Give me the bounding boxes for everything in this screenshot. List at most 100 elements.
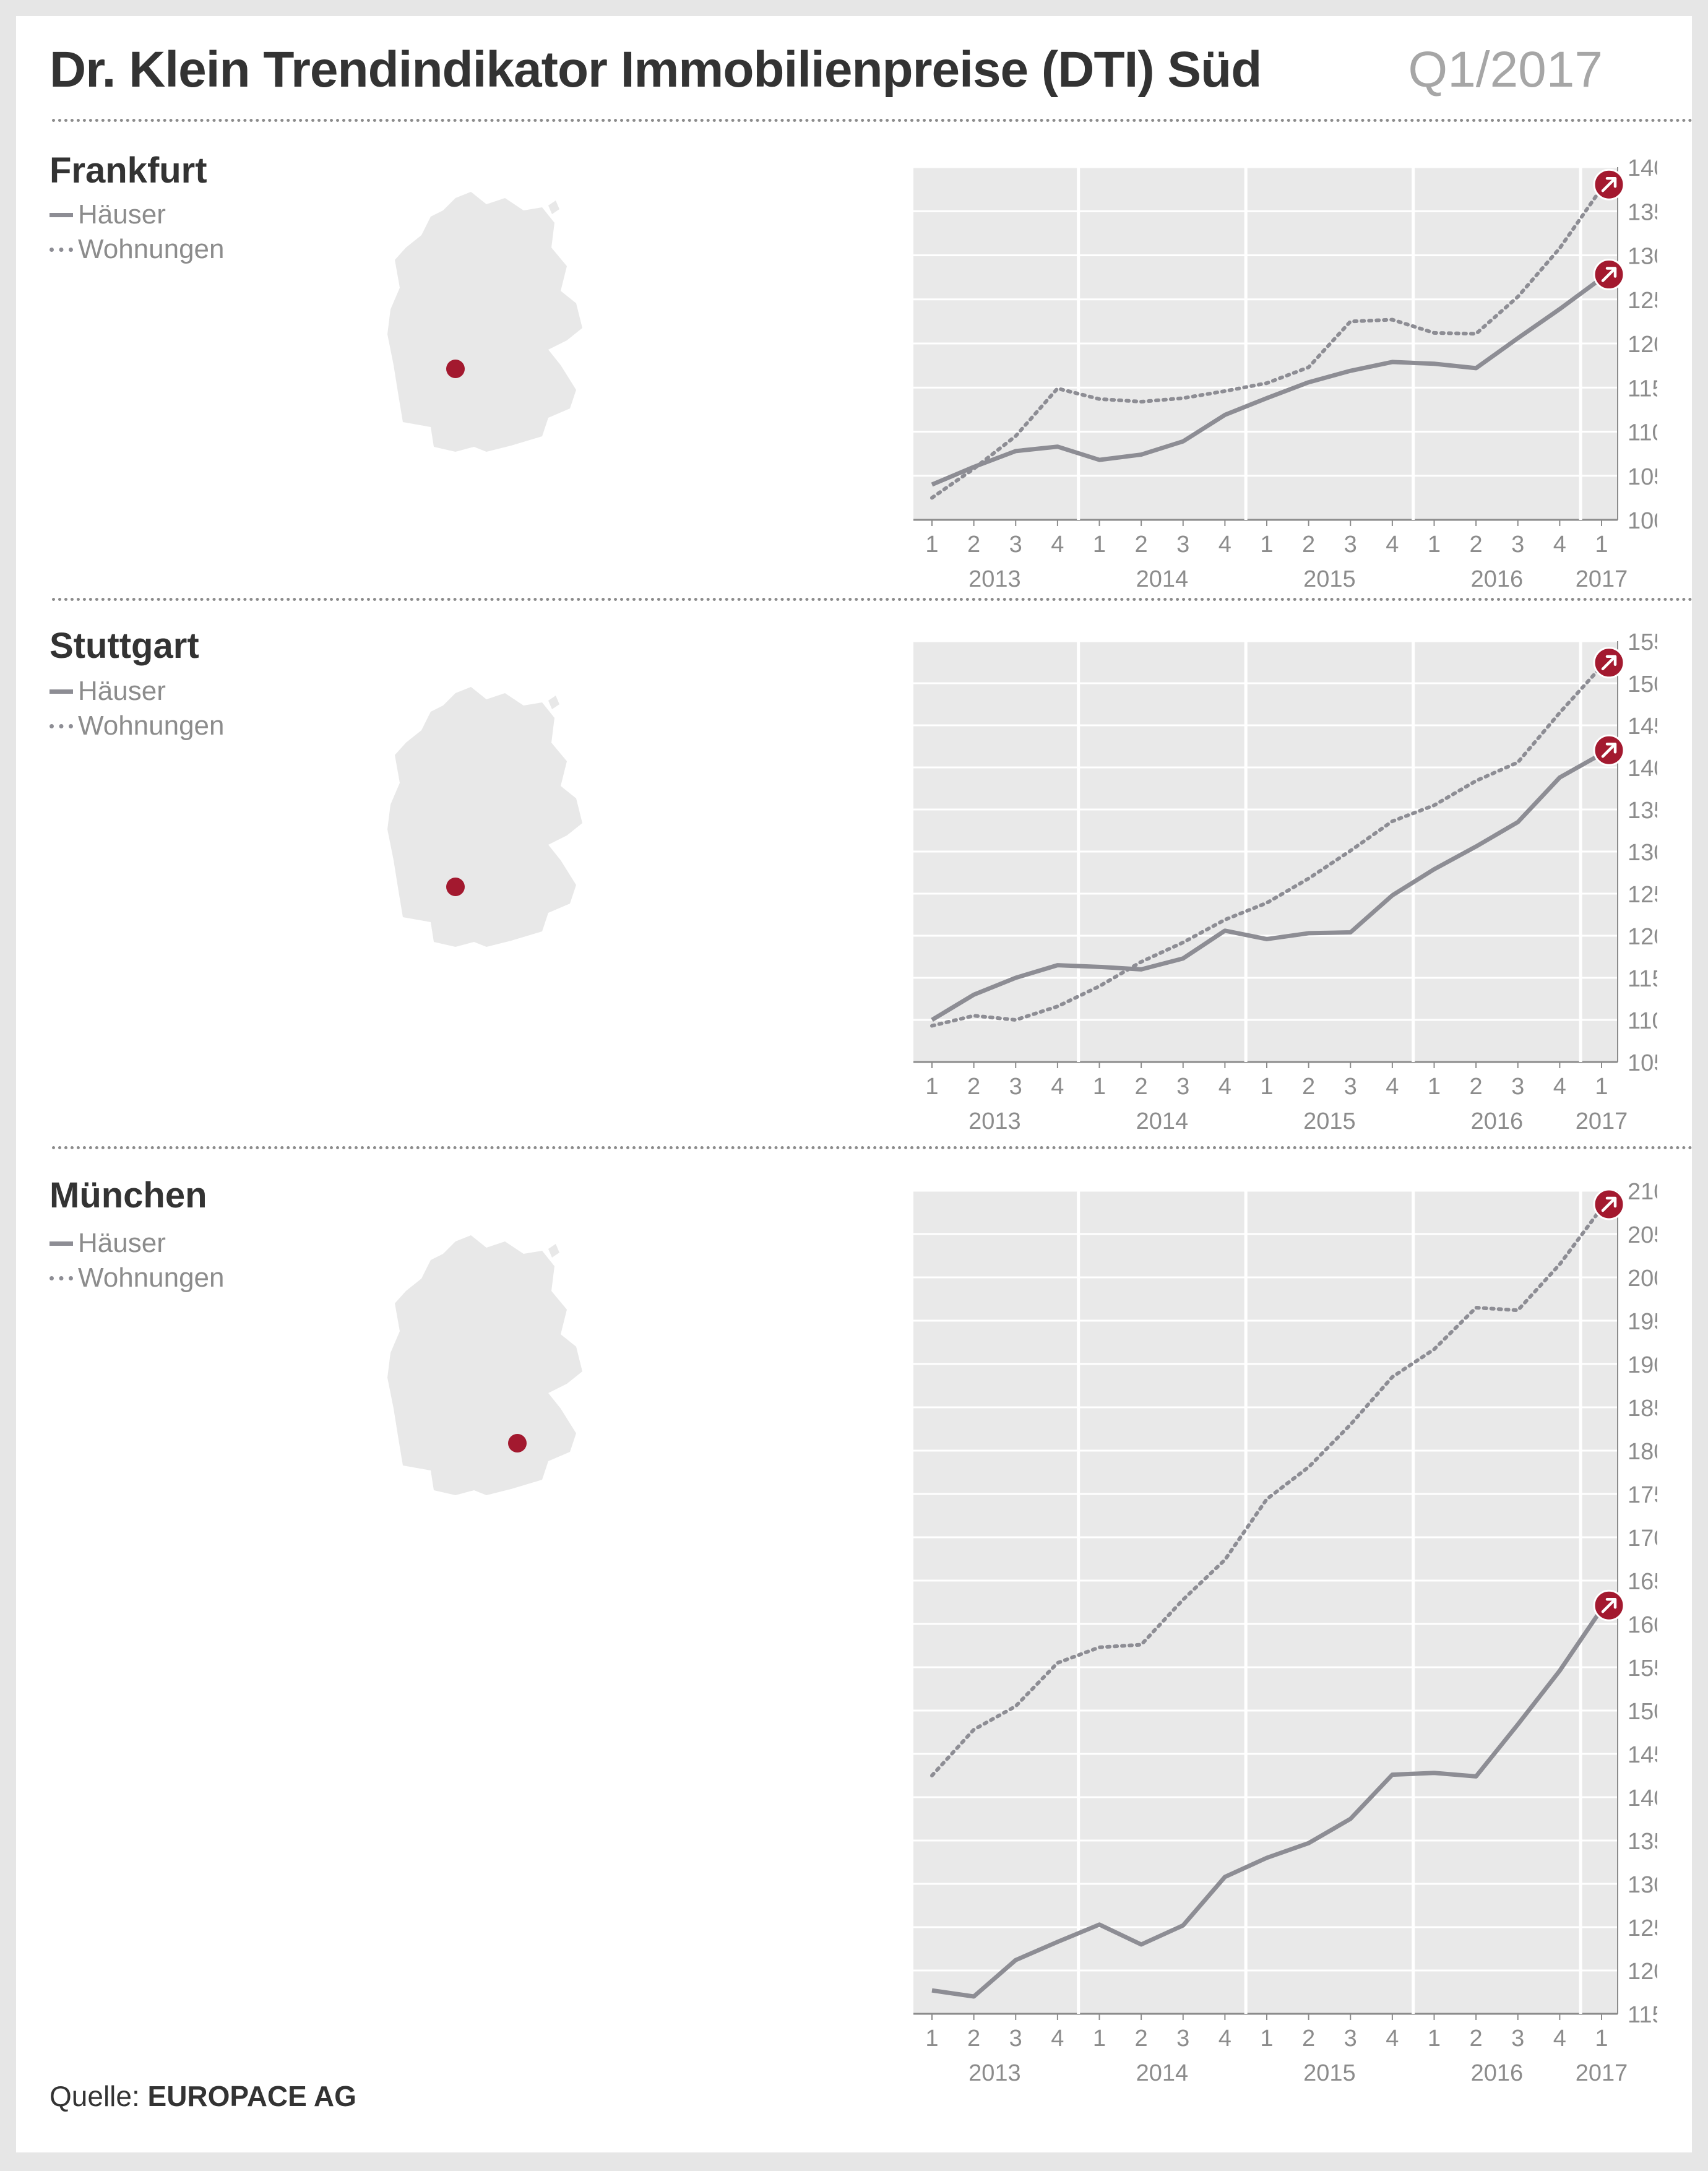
chart-stuttgart: 105 110 115 120 125 130 135 140 145 150 155 1 2 3 4 1 2 3… bbox=[913, 629, 1657, 1134]
location-dot bbox=[508, 1434, 527, 1452]
germany-map bbox=[387, 192, 582, 452]
source-value: EUROPACE AG bbox=[147, 2080, 356, 2112]
x-tick-label: 4 bbox=[1386, 2026, 1399, 2052]
x-tick-label: 1 bbox=[1595, 1074, 1608, 1100]
x-tick-label: 4 bbox=[1386, 1074, 1399, 1100]
year-label: 2017 bbox=[1576, 566, 1628, 592]
y-tick-label: 105 bbox=[1628, 1050, 1657, 1076]
legend-apartments-label: Wohnungen bbox=[78, 234, 225, 264]
y-tick-label: 130 bbox=[1628, 244, 1657, 270]
legend-apartments: Wohnungen bbox=[50, 710, 225, 741]
y-tick-label: 125 bbox=[1628, 1915, 1657, 1941]
x-tick-label: 2 bbox=[1135, 2026, 1148, 2052]
period-label: Q1/2017 bbox=[1408, 41, 1603, 98]
arrow-glyph bbox=[1601, 742, 1617, 758]
series-line-wohnungen bbox=[930, 664, 1603, 1028]
x-tick-label: 2 bbox=[967, 532, 980, 558]
x-tick-label: 2 bbox=[1135, 532, 1148, 558]
x-tick-label: 4 bbox=[1386, 532, 1399, 558]
y-tick-label: 140 bbox=[1628, 1785, 1657, 1811]
y-tick-label: 190 bbox=[1628, 1352, 1657, 1378]
y-tick-label: 210 bbox=[1628, 1179, 1657, 1205]
x-tick-label: 3 bbox=[1009, 2026, 1022, 2052]
x-tick-label: 1 bbox=[925, 2026, 938, 2052]
y-tick-label: 145 bbox=[1628, 1742, 1657, 1768]
x-tick-label: 3 bbox=[1344, 1074, 1357, 1100]
legend-apartments: Wohnungen bbox=[50, 234, 225, 265]
divider bbox=[52, 1146, 1693, 1149]
x-tick-label: 4 bbox=[1051, 2026, 1064, 2052]
germany-map-shape bbox=[387, 1235, 582, 1495]
x-tick-label: 3 bbox=[1511, 2026, 1524, 2052]
legend-apartments-label: Wohnungen bbox=[78, 710, 225, 741]
y-tick-label: 195 bbox=[1628, 1309, 1657, 1335]
x-tick-label: 1 bbox=[1428, 2026, 1441, 2052]
year-label: 2016 bbox=[1471, 2060, 1524, 2086]
arrow-up-right-icon bbox=[1593, 168, 1625, 201]
x-tick-label: 1 bbox=[1428, 1074, 1441, 1100]
y-tick-label: 135 bbox=[1628, 798, 1657, 824]
legend-dotted-line-icon bbox=[50, 1275, 73, 1280]
year-label: 2017 bbox=[1576, 1108, 1628, 1134]
arrow-glyph bbox=[1601, 655, 1617, 671]
y-tick-label: 175 bbox=[1628, 1482, 1657, 1508]
x-tick-label: 2 bbox=[1470, 1074, 1483, 1100]
y-tick-label: 160 bbox=[1628, 1612, 1657, 1638]
year-label: 2015 bbox=[1303, 2060, 1356, 2086]
series-line-wohnungen bbox=[930, 186, 1603, 500]
year-label: 2015 bbox=[1303, 566, 1356, 592]
source-label: Quelle: bbox=[50, 2080, 140, 2112]
x-tick-label: 2 bbox=[967, 1074, 980, 1100]
series-line-haeuser bbox=[931, 276, 1603, 487]
y-tick-label: 205 bbox=[1628, 1222, 1657, 1248]
x-tick-label: 1 bbox=[925, 1074, 938, 1100]
year-label: 2016 bbox=[1471, 1108, 1524, 1134]
y-tick-label: 120 bbox=[1628, 332, 1657, 358]
y-tick-label: 130 bbox=[1628, 1872, 1657, 1898]
arrow-up-right-icon bbox=[1593, 259, 1625, 291]
year-label: 2013 bbox=[968, 566, 1021, 592]
source-line: Quelle: EUROPACE AG bbox=[50, 2079, 356, 2113]
arrow-up-right-icon bbox=[1593, 1188, 1625, 1220]
divider bbox=[52, 598, 1693, 601]
y-tick-label: 130 bbox=[1628, 840, 1657, 866]
x-tick-label: 4 bbox=[1218, 2026, 1231, 2052]
x-tick-label: 1 bbox=[1595, 2026, 1608, 2052]
location-dot bbox=[446, 360, 465, 378]
x-tick-label: 4 bbox=[1051, 532, 1064, 558]
chart-muenchen: 115 120 125 130 135 140 145 150 155 160 165 170 175 1… bbox=[913, 1179, 1657, 2086]
x-tick-label: 2 bbox=[1302, 1074, 1315, 1100]
city-title: München bbox=[50, 1175, 207, 1215]
legend-houses: Häuser bbox=[50, 676, 166, 707]
x-tick-label: 3 bbox=[1009, 532, 1022, 558]
arrow-glyph bbox=[1601, 176, 1617, 192]
y-tick-label: 140 bbox=[1628, 756, 1657, 782]
arrow-up-right-icon bbox=[1593, 647, 1625, 679]
chart-frankfurt: 100 105 110 115 120 125 130 135 140 1 2 3 4 1 2 3 4 1 2 3 4 1… bbox=[913, 155, 1657, 592]
legend-dotted-line-icon bbox=[50, 723, 73, 728]
y-tick-label: 200 bbox=[1628, 1266, 1657, 1292]
y-tick-label: 155 bbox=[1628, 1655, 1657, 1681]
year-label: 2017 bbox=[1576, 2060, 1628, 2086]
germany-map-shape bbox=[387, 192, 582, 452]
legend-houses: Häuser bbox=[50, 199, 166, 230]
page-title: Dr. Klein Trendindikator Immobilienpreis… bbox=[50, 41, 1262, 98]
legend-solid-line-icon bbox=[50, 1241, 73, 1246]
x-tick-label: 1 bbox=[1260, 2026, 1273, 2052]
y-tick-label: 110 bbox=[1628, 420, 1657, 446]
y-tick-label: 135 bbox=[1628, 199, 1657, 225]
year-label: 2014 bbox=[1136, 1108, 1189, 1134]
year-label: 2013 bbox=[968, 1108, 1021, 1134]
x-tick-label: 3 bbox=[1009, 1074, 1022, 1100]
legend-houses-label: Häuser bbox=[78, 676, 166, 706]
legend-dotted-line-icon bbox=[50, 247, 73, 252]
y-tick-label: 110 bbox=[1628, 1008, 1657, 1034]
x-tick-label: 1 bbox=[1260, 1074, 1273, 1100]
x-tick-label: 1 bbox=[925, 532, 938, 558]
series-line-haeuser bbox=[931, 752, 1603, 1022]
city-title: Stuttgart bbox=[50, 626, 199, 666]
legend-houses-label: Häuser bbox=[78, 1228, 166, 1258]
y-tick-label: 100 bbox=[1628, 508, 1657, 534]
legend-apartments: Wohnungen bbox=[50, 1262, 225, 1293]
y-tick-label: 115 bbox=[1628, 376, 1657, 402]
